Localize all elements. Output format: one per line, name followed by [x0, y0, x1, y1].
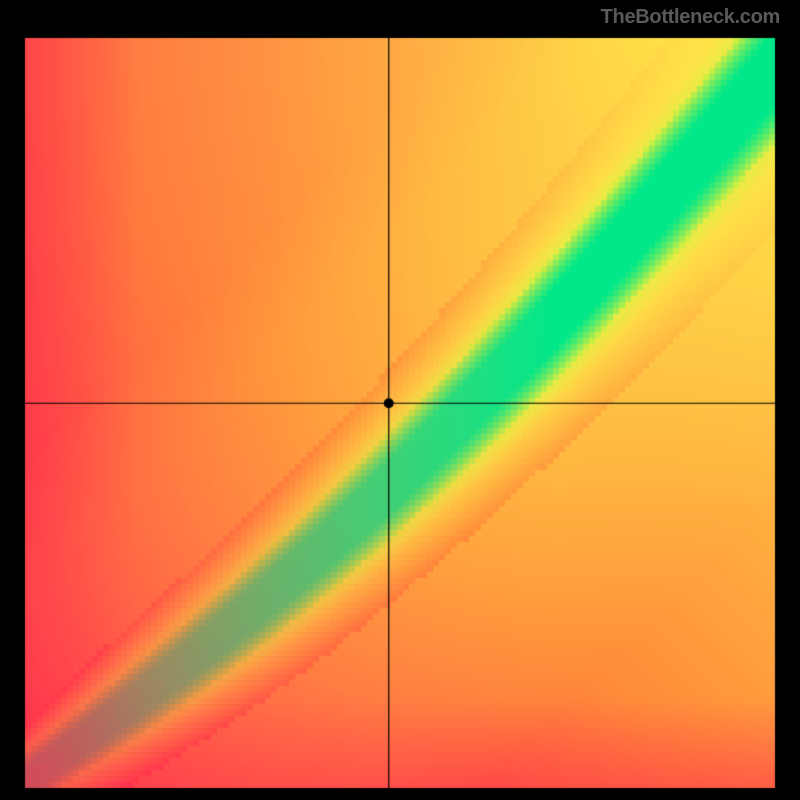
bottleneck-heatmap: [0, 0, 800, 800]
watermark-text: TheBottleneck.com: [601, 6, 780, 29]
